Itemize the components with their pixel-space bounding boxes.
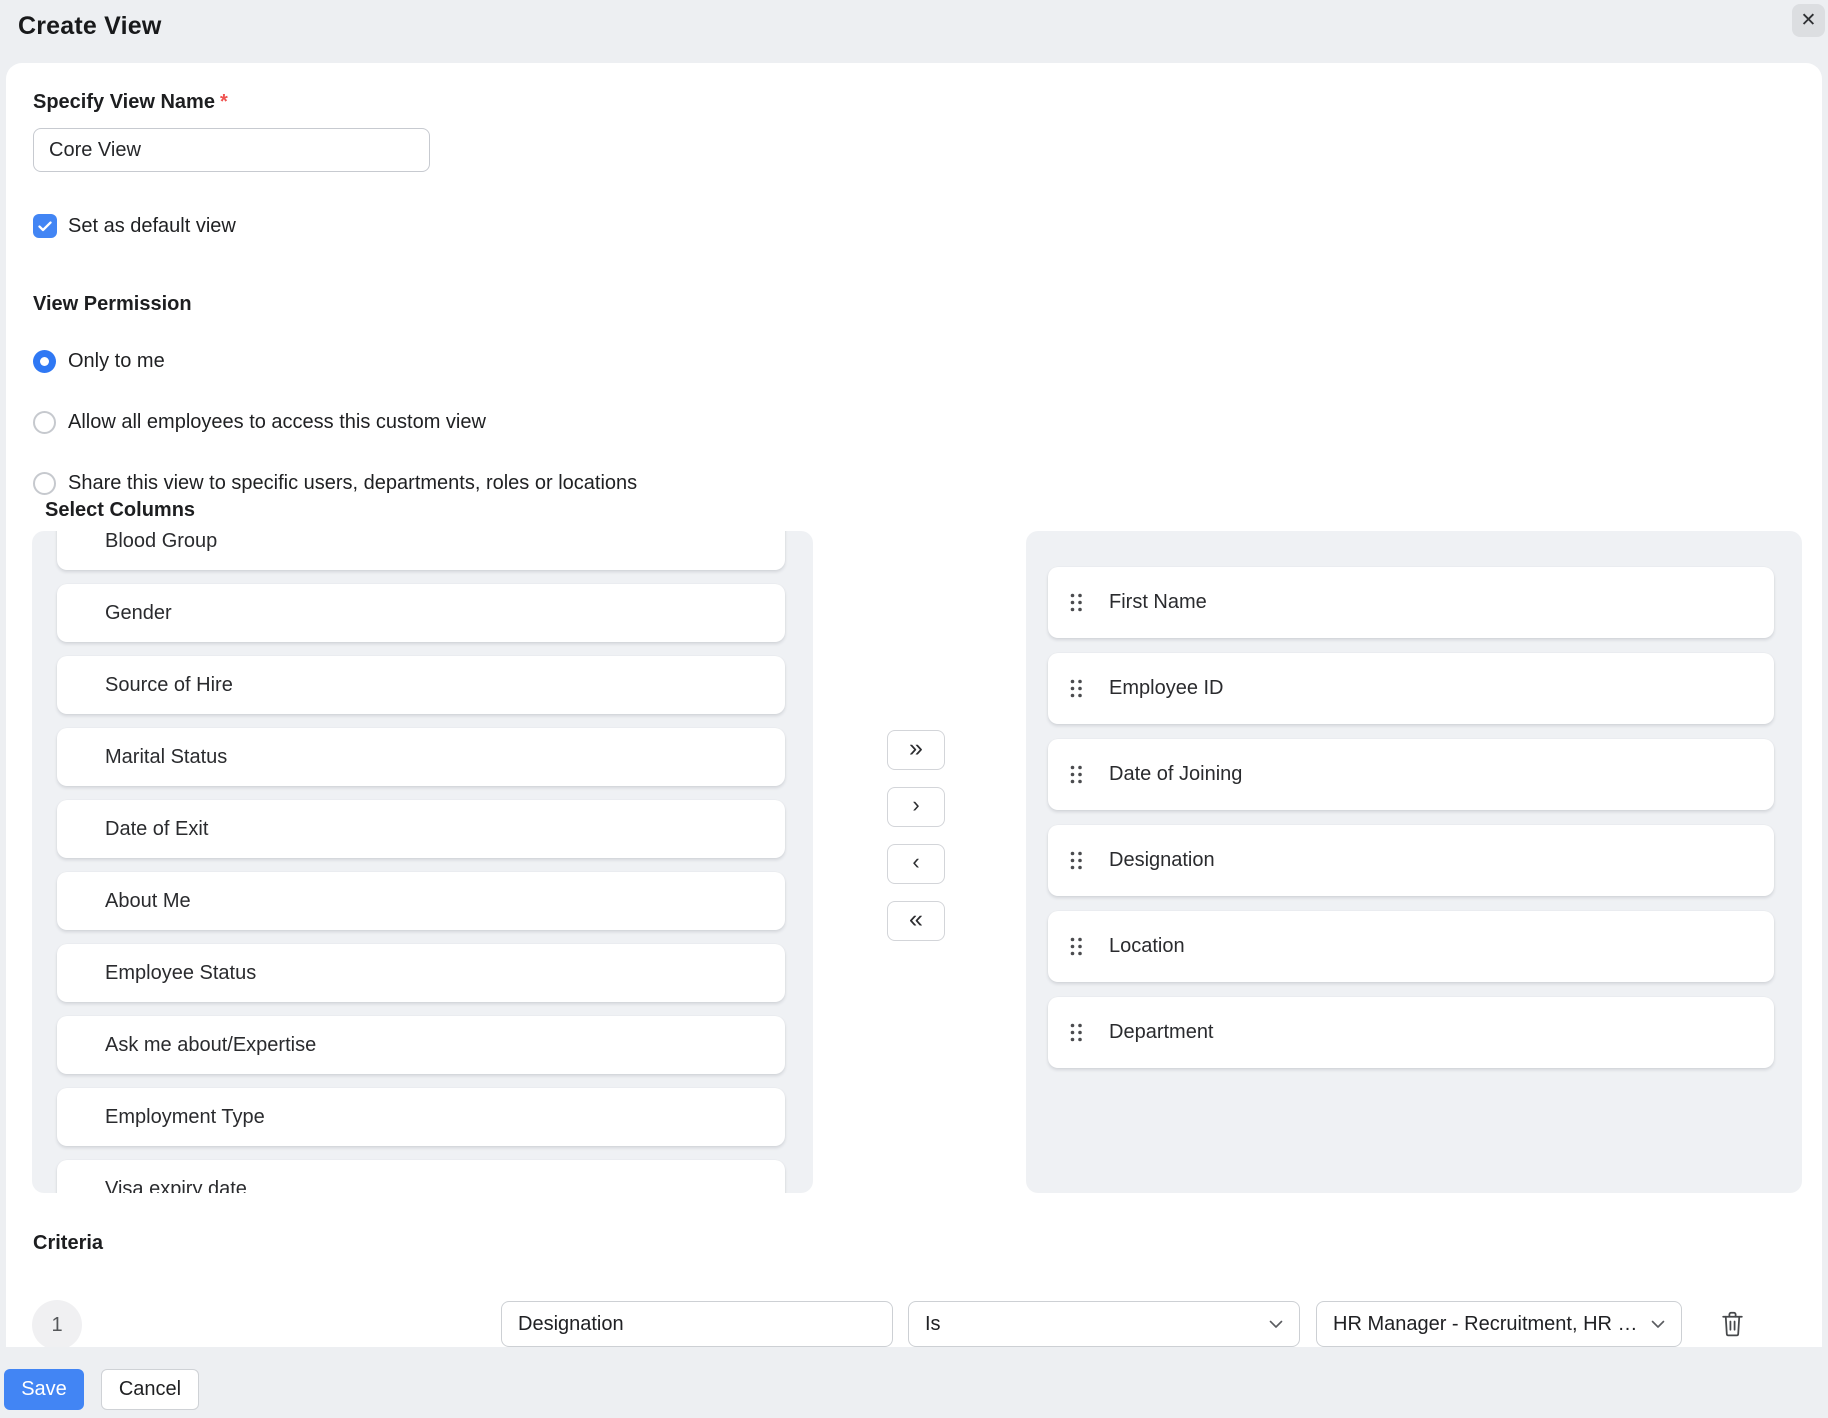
selected-column-item[interactable]: Date of Joining [1048, 739, 1774, 810]
view-permission-label: View Permission [33, 293, 192, 315]
move-right-button[interactable]: › [887, 787, 945, 827]
selected-columns-list: First Name Employee ID Date of Joining [1026, 531, 1802, 1193]
available-column-item[interactable]: Employment Type [57, 1088, 785, 1146]
close-button[interactable]: ✕ [1792, 4, 1825, 37]
drag-handle-icon[interactable] [1070, 1023, 1083, 1042]
column-item-label: Source of Hire [105, 673, 233, 696]
criteria-field-select[interactable]: Designation [501, 1301, 893, 1347]
view-name-label: Specify View Name * [33, 91, 228, 113]
radio-icon[interactable] [33, 410, 56, 434]
column-item-label: Visa expiry date [105, 1177, 247, 1194]
criteria-field-value: Designation [518, 1312, 624, 1335]
available-column-item[interactable]: Blood Group [57, 531, 785, 570]
dialog-footer: Save Cancel [0, 1347, 1828, 1418]
available-column-item[interactable]: About Me [57, 872, 785, 930]
chevron-down-icon [1651, 1320, 1665, 1328]
permission-radio-option[interactable]: Allow all employees to access this custo… [33, 409, 486, 435]
chevron-transfer-icon: » [909, 733, 923, 762]
move-left-button[interactable]: ‹ [887, 844, 945, 884]
default-view-checkbox-row[interactable]: Set as default view [33, 213, 236, 239]
available-column-item[interactable]: Date of Exit [57, 800, 785, 858]
checkbox-checked-icon[interactable] [33, 214, 57, 238]
save-button[interactable]: Save [4, 1369, 84, 1410]
available-column-item[interactable]: Ask me about/Expertise [57, 1016, 785, 1074]
move-all-left-button[interactable]: « [887, 901, 945, 941]
view-name-value: Core View [49, 138, 141, 161]
column-item-label: Employment Type [105, 1105, 265, 1128]
permission-option-label: Share this view to specific users, depar… [68, 471, 638, 494]
criteria-label: Criteria [33, 1232, 104, 1254]
column-item-label: Designation [1109, 849, 1215, 871]
view-name-input[interactable]: Core View [33, 128, 430, 172]
move-all-right-button[interactable]: » [887, 730, 945, 770]
column-item-label: Employee ID [1109, 677, 1224, 699]
selected-column-item[interactable]: First Name [1048, 567, 1774, 638]
chevron-down-icon [1269, 1320, 1283, 1328]
required-asterisk: * [219, 91, 228, 113]
radio-icon[interactable] [33, 471, 56, 495]
available-columns-list: Blood Group Gender Source of Hire Marita… [32, 531, 813, 1193]
drag-handle-icon[interactable] [1070, 679, 1083, 698]
column-item-label: Department [1109, 1021, 1214, 1043]
drag-handle-icon[interactable] [1070, 593, 1083, 612]
criteria-value-select[interactable]: HR Manager - Recruitment, HR Man... [1316, 1301, 1682, 1347]
column-item-label: Ask me about/Expertise [105, 1033, 317, 1056]
delete-criteria-trash-icon[interactable] [1720, 1309, 1745, 1337]
column-item-label: Date of Joining [1109, 763, 1243, 785]
permission-radio-option[interactable]: Only to me [33, 348, 165, 374]
select-columns-label: Select Columns [45, 499, 196, 521]
chevron-transfer-icon: « [909, 904, 923, 933]
criteria-row-number: 1 [32, 1300, 82, 1350]
drag-handle-icon[interactable] [1070, 937, 1083, 956]
column-item-label: Gender [105, 601, 172, 624]
criteria-operator-value: Is [925, 1312, 941, 1335]
criteria-operator-select[interactable]: Is [908, 1301, 1300, 1347]
column-item-label: Employee Status [105, 961, 257, 984]
column-item-label: First Name [1109, 591, 1207, 613]
default-view-label: Set as default view [68, 214, 236, 237]
available-column-item[interactable]: Visa expiry date [57, 1160, 785, 1193]
available-column-item[interactable]: Source of Hire [57, 656, 785, 714]
available-column-item[interactable]: Gender [57, 584, 785, 642]
column-item-label: Marital Status [105, 745, 228, 768]
close-icon: ✕ [1800, 10, 1817, 31]
chevron-transfer-icon: › [912, 792, 920, 817]
dialog-header: Create View ✕ [0, 0, 1828, 63]
drag-handle-icon[interactable] [1070, 765, 1083, 784]
column-item-label: Blood Group [105, 531, 218, 552]
permission-option-label: Allow all employees to access this custo… [68, 410, 486, 433]
available-column-item[interactable]: Marital Status [57, 728, 785, 786]
cancel-button[interactable]: Cancel [101, 1369, 199, 1410]
selected-column-item[interactable]: Designation [1048, 825, 1774, 896]
chevron-transfer-icon: ‹ [912, 849, 920, 874]
permission-radio-option[interactable]: Share this view to specific users, depar… [33, 470, 637, 496]
column-item-label: Date of Exit [105, 817, 209, 840]
radio-icon[interactable] [33, 349, 56, 373]
drag-handle-icon[interactable] [1070, 851, 1083, 870]
checkmark-icon [38, 220, 52, 231]
criteria-value-text: HR Manager - Recruitment, HR Man... [1333, 1312, 1639, 1335]
selected-column-item[interactable]: Department [1048, 997, 1774, 1068]
column-item-label: Location [1109, 935, 1185, 957]
selected-column-item[interactable]: Employee ID [1048, 653, 1774, 724]
dialog-title: Create View [18, 12, 162, 40]
permission-option-label: Only to me [68, 349, 165, 372]
column-item-label: About Me [105, 889, 191, 912]
selected-column-item[interactable]: Location [1048, 911, 1774, 982]
available-column-item[interactable]: Employee Status [57, 944, 785, 1002]
